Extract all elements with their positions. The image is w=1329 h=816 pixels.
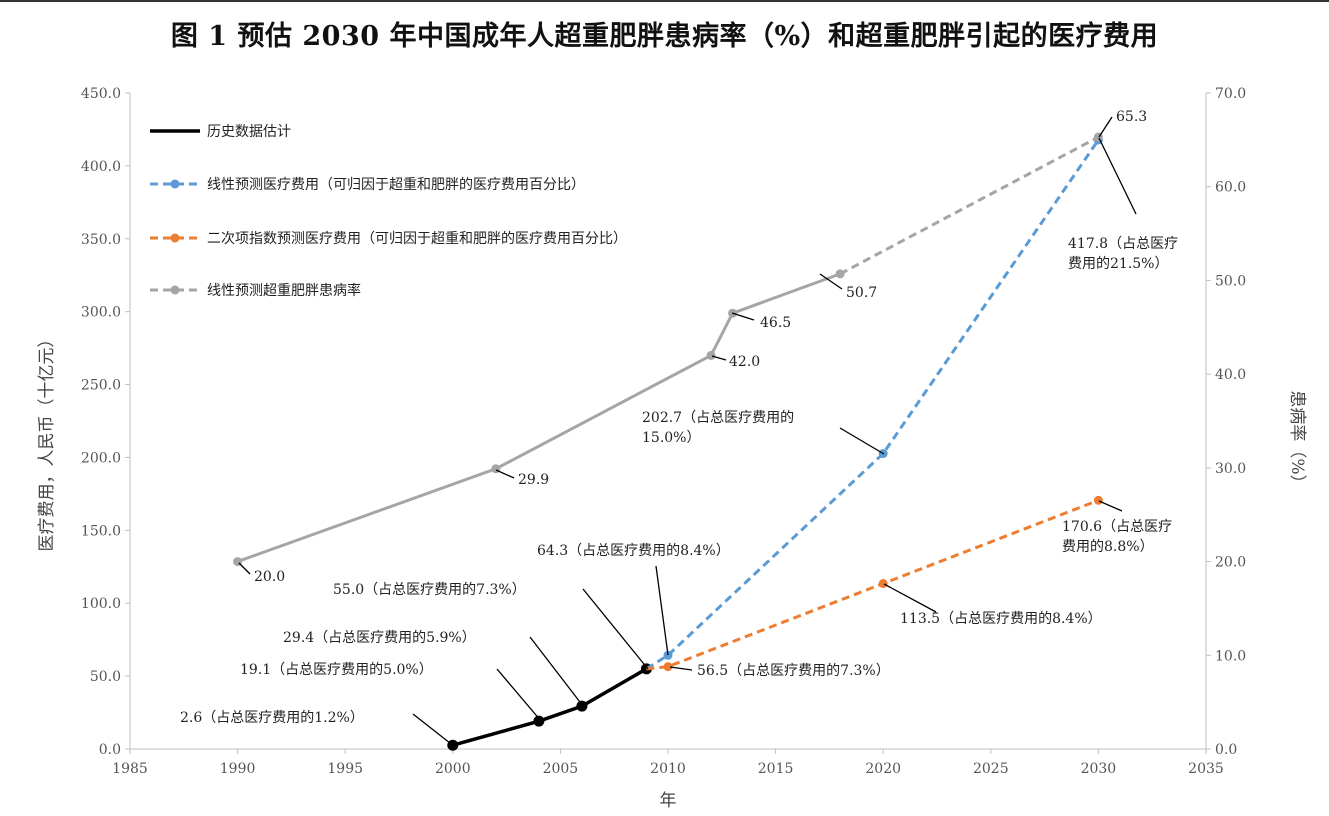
- annotation-leader: [1098, 137, 1137, 215]
- annotation-leader: [496, 668, 542, 722]
- y-left-tick-label: 150.0: [81, 523, 121, 539]
- x-tick-label: 1985: [112, 761, 148, 777]
- y-right-tick-label: 10.0: [1215, 648, 1246, 664]
- series-line-quad-cost: [646, 498, 1099, 671]
- annotation-label: 170.6（占总医疗: [1062, 519, 1172, 535]
- y-right-tick-label: 50.0: [1215, 273, 1246, 289]
- annotation-label: 50.7: [846, 285, 877, 301]
- series-line-historical: [452, 667, 648, 747]
- x-tick-label: 2010: [650, 761, 686, 777]
- annotation-label: 29.9: [518, 472, 549, 488]
- data-point-quad-cost: [663, 662, 673, 672]
- legend-marker-prevalence: [170, 285, 180, 295]
- annotation-label: 19.1（占总医疗费用的5.0%）: [240, 662, 433, 678]
- annotation-label: 费用的8.8%）: [1062, 539, 1154, 555]
- annotation-leader: [495, 469, 515, 479]
- legend-label-prevalence: 线性预测超重肥胖患病率: [207, 282, 361, 299]
- annotation-leader: [711, 355, 727, 361]
- x-tick-label: 2015: [758, 761, 794, 777]
- y-left-tick-label: 250.0: [81, 378, 121, 394]
- y-axis-right-title: 患病率（%）: [1287, 390, 1307, 491]
- y-right-tick-label: 30.0: [1215, 461, 1246, 477]
- x-tick-label: 2005: [543, 761, 579, 777]
- series-line-linear-cost: [645, 139, 1100, 671]
- annotation-label: 20.0: [254, 569, 285, 585]
- top-rule: [0, 0, 1329, 2]
- annotation-leader: [412, 713, 456, 748]
- annotation-leader: [529, 636, 584, 707]
- annotation-label: 55.0（占总医疗费用的7.3%）: [333, 582, 526, 598]
- annotation-label: 417.8（占总医疗: [1068, 236, 1178, 252]
- y-right-tick-label: 60.0: [1215, 180, 1246, 196]
- annotation-leader: [582, 588, 649, 670]
- annotation-label: 42.0: [729, 354, 760, 370]
- annotation-label: 65.3: [1116, 109, 1147, 125]
- annotation-label: 64.3（占总医疗费用的8.4%）: [537, 543, 730, 559]
- annotation-label: 46.5: [760, 315, 791, 331]
- y-left-tick-label: 0.0: [99, 742, 121, 758]
- data-point-historical: [576, 700, 588, 712]
- y-right-tick-label: 0.0: [1215, 742, 1237, 758]
- annotation-leader: [655, 565, 669, 656]
- x-tick-label: 1990: [220, 761, 256, 777]
- x-tick-label: 2000: [435, 761, 471, 777]
- x-tick-label: 2025: [973, 761, 1009, 777]
- annotation-leader: [238, 562, 251, 575]
- legend-marker-linear-cost: [170, 179, 180, 189]
- data-point-quad-cost: [878, 579, 888, 589]
- annotation-label: 29.4（占总医疗费用的5.9%）: [283, 630, 476, 646]
- annotation-leader: [819, 273, 843, 290]
- legend-label-quad-cost: 二次项指数预测医疗费用（可归因于超重和肥胖的医疗费用百分比）: [207, 230, 627, 247]
- series-line-prevalence-dashed: [839, 135, 1100, 276]
- legend-label-historical: 历史数据估计: [207, 124, 291, 140]
- annotation-leader: [883, 583, 937, 613]
- y-right-tick-label: 20.0: [1215, 555, 1246, 571]
- y-axis-left-title: 医疗费用，人民币（十亿元）: [37, 331, 57, 552]
- annotation-label: 15.0%）: [642, 430, 700, 446]
- annotation-leader: [1098, 116, 1113, 138]
- y-left-tick-label: 400.0: [81, 159, 121, 175]
- legend-label-linear-cost: 线性预测医疗费用（可归因于超重和肥胖的医疗费用百分比）: [207, 176, 585, 193]
- annotation-leader: [731, 312, 755, 321]
- x-axis-title: 年: [660, 791, 677, 811]
- y-left-tick-label: 450.0: [81, 86, 121, 102]
- annotation-label: 56.5（占总医疗费用的7.3%）: [697, 663, 890, 679]
- x-tick-label: 1995: [327, 761, 363, 777]
- annotation-leader: [839, 427, 885, 455]
- annotation-leader: [669, 666, 693, 671]
- y-right-tick-label: 40.0: [1215, 367, 1246, 383]
- annotation-label: 113.5（占总医疗费用的8.4%）: [900, 611, 1102, 627]
- y-right-tick-label: 70.0: [1215, 86, 1246, 102]
- data-point-prevalence: [706, 350, 716, 360]
- y-left-tick-label: 200.0: [81, 450, 121, 466]
- data-point-historical: [533, 715, 545, 727]
- annotation-label: 费用的21.5%）: [1068, 256, 1168, 272]
- y-left-tick-label: 100.0: [81, 596, 121, 612]
- data-point-linear-cost: [663, 650, 673, 660]
- chart-title: 图 1 预估 2030 年中国成年人超重肥胖患病率（%）和超重肥胖引起的医疗费用: [170, 21, 1159, 52]
- data-point-quad-cost: [1093, 495, 1103, 505]
- legend-marker-quad-cost: [170, 233, 180, 243]
- x-tick-label: 2035: [1188, 761, 1224, 777]
- y-left-tick-label: 350.0: [81, 232, 121, 248]
- y-left-tick-label: 50.0: [90, 669, 121, 685]
- y-left-tick-label: 300.0: [81, 305, 121, 321]
- x-tick-label: 2030: [1081, 761, 1117, 777]
- data-point-prevalence: [835, 269, 845, 279]
- annotation-label: 202.7（占总医疗费用的: [642, 410, 794, 426]
- annotation-leader: [1098, 500, 1123, 512]
- x-tick-label: 2020: [865, 761, 901, 777]
- annotation-label: 2.6（占总医疗费用的1.2%）: [180, 710, 364, 726]
